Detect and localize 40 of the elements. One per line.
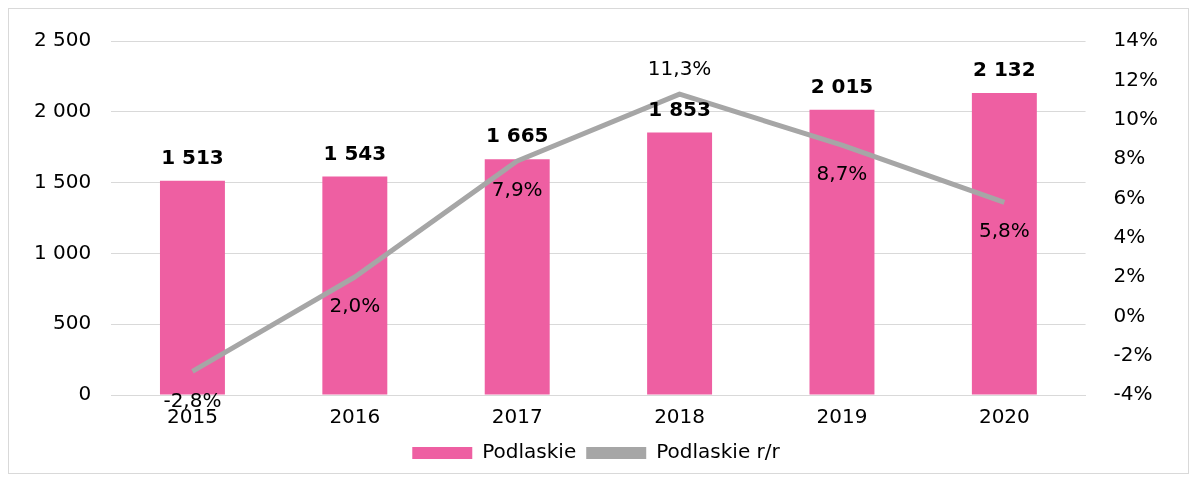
data-label: 5,8% [978, 218, 1030, 243]
x-tick-label: 2017 [491, 404, 543, 429]
data-label: 2,0% [329, 293, 381, 318]
legend-label: Podlaskie [482, 439, 577, 464]
bar [971, 93, 1037, 395]
bar [322, 176, 388, 395]
y2-tick-label: -2% [1113, 341, 1153, 366]
bar [809, 109, 875, 395]
data-label: 7,9% [491, 177, 543, 202]
y-tick-label: 0 [78, 381, 92, 406]
y2-tick-label: 8% [1113, 145, 1146, 170]
x-tick-label: 2020 [978, 404, 1030, 429]
data-label: 1 853 [648, 96, 711, 121]
y2-tick-label: 6% [1113, 184, 1146, 209]
bar [159, 180, 225, 395]
data-label: 1 513 [161, 144, 224, 169]
y2-tick-label: 0% [1113, 302, 1146, 327]
y2-tick-label: -4% [1113, 381, 1153, 406]
legend-label: Podlaskie r/r [656, 439, 781, 464]
data-label: 1 543 [323, 140, 387, 165]
x-tick-label: 2019 [816, 404, 868, 429]
bar [647, 132, 713, 395]
x-tick-label: 2018 [654, 404, 706, 429]
data-label: 11,3% [647, 56, 712, 81]
y-tick-label: 2 000 [33, 98, 92, 122]
y2-tick-label: 10% [1113, 105, 1158, 130]
x-tick-label: 2016 [329, 404, 381, 429]
data-label: 2 015 [810, 73, 874, 98]
y2-tick-label: 2% [1113, 263, 1146, 288]
y2-tick-label: 14% [1113, 27, 1158, 52]
data-label: 2 132 [973, 57, 1036, 82]
y-tick-label: 2 500 [33, 27, 92, 52]
data-label: 1 665 [485, 123, 549, 148]
y2-tick-label: 4% [1113, 223, 1146, 248]
y2-tick-label: 12% [1113, 66, 1158, 91]
y-tick-label: 1 500 [33, 168, 92, 193]
y-tick-label: 500 [53, 310, 92, 335]
y-tick-label: 1 000 [33, 239, 92, 264]
data-label: 8,7% [816, 161, 868, 186]
bar [484, 159, 550, 395]
